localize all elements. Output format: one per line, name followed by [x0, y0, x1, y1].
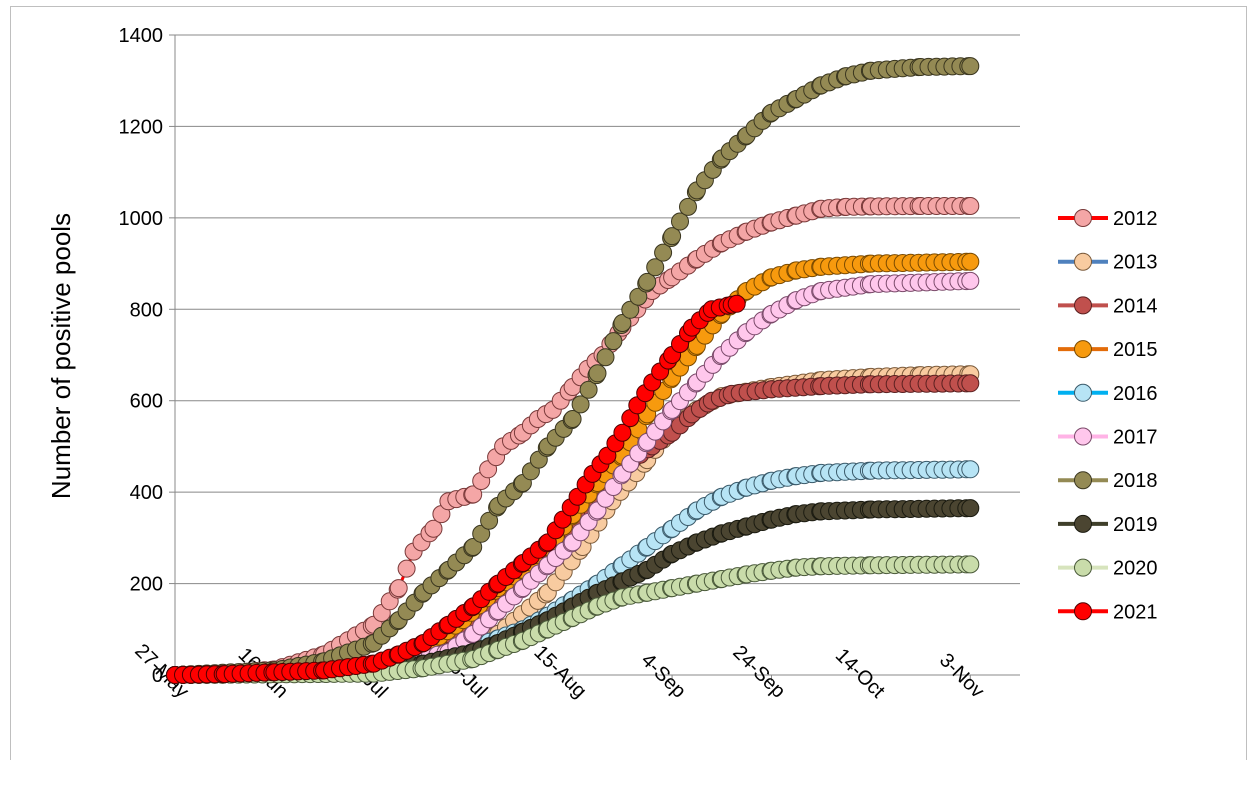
data-point: [604, 332, 623, 351]
data-point: [961, 555, 980, 574]
legend-item-2015: 2015: [1058, 339, 1158, 361]
x-tick-label: 4-Sep: [637, 649, 690, 702]
data-point: [472, 524, 491, 543]
data-point: [961, 271, 980, 290]
x-tick-label: 14-Oct: [831, 645, 889, 703]
data-point: [613, 423, 632, 442]
data-point: [961, 460, 980, 479]
data-point: [727, 294, 746, 313]
data-point: [571, 395, 590, 414]
series-2021: [166, 294, 746, 684]
data-point: [613, 314, 632, 332]
legend-marker: [1074, 558, 1092, 577]
legend-label: 2013: [1113, 252, 1158, 274]
legend-label: 2018: [1113, 470, 1158, 492]
legend-label: 2016: [1113, 383, 1158, 405]
legend-item-2017: 2017: [1058, 427, 1158, 449]
legend-item-2014: 2014: [1058, 295, 1158, 317]
data-point: [596, 348, 615, 367]
data-point: [961, 252, 980, 271]
y-axis-label: Number of positive pools: [46, 213, 76, 499]
data-point: [464, 485, 483, 504]
legend-marker: [1074, 252, 1092, 271]
legend-marker: [1074, 383, 1092, 402]
y-tick-label: 800: [130, 299, 163, 321]
data-point: [679, 197, 697, 216]
legend-label: 2012: [1113, 208, 1158, 230]
y-tick-label: 400: [130, 482, 163, 504]
legend-item-2013: 2013: [1058, 252, 1158, 274]
chart-frame: [10, 6, 1247, 760]
legend-label: 2021: [1113, 601, 1158, 623]
legend-item-2016: 2016: [1058, 383, 1158, 405]
data-point: [621, 300, 640, 319]
legend-label: 2019: [1113, 514, 1158, 536]
y-tick-label: 0: [152, 665, 163, 687]
data-point: [671, 212, 689, 231]
legend-marker: [1074, 340, 1092, 359]
data-point: [464, 538, 483, 556]
legend-marker: [1074, 427, 1092, 446]
x-tick-label: 24-Sep: [728, 641, 789, 702]
legend-label: 2015: [1113, 339, 1158, 361]
data-point: [579, 380, 598, 399]
x-tick-label: 3-Nov: [935, 649, 988, 702]
data-point: [629, 287, 648, 306]
legend: 2012 2013 2014 2015 2016 2017 2018 2019 2020 2021: [1058, 208, 1158, 623]
legend-marker: [1074, 602, 1092, 621]
data-point: [397, 559, 416, 578]
data-point: [646, 258, 665, 277]
legend-label: 2017: [1113, 427, 1158, 449]
data-point: [563, 410, 582, 428]
y-tick-label: 200: [130, 574, 163, 596]
data-point: [654, 243, 673, 262]
legend-item-2019: 2019: [1058, 514, 1158, 536]
y-tick-label: 1400: [119, 25, 164, 47]
data-point: [961, 197, 980, 215]
y-tick-label: 600: [130, 391, 163, 413]
data-point: [424, 519, 443, 538]
data-point: [389, 579, 408, 598]
legend-item-2021: 2021: [1058, 601, 1158, 623]
y-tick-label: 1000: [119, 208, 164, 230]
legend-marker: [1074, 514, 1092, 533]
legend-label: 2020: [1113, 558, 1158, 580]
data-point: [961, 374, 980, 393]
legend-item-2020: 2020: [1058, 558, 1158, 580]
data-point: [961, 57, 980, 76]
legend-item-2018: 2018: [1058, 470, 1158, 492]
legend-marker: [1074, 471, 1092, 490]
data-point: [480, 511, 499, 530]
legend-marker: [1074, 209, 1092, 227]
data-point: [663, 227, 682, 246]
data-point: [638, 272, 657, 291]
series-group: [166, 57, 980, 684]
data-point: [588, 364, 607, 383]
data-point: [961, 499, 980, 518]
legend-item-2012: 2012: [1058, 208, 1158, 230]
legend-marker: [1074, 296, 1092, 315]
x-tick-label: 15-Aug: [530, 641, 591, 702]
legend-label: 2014: [1113, 295, 1158, 317]
y-tick-label: 1200: [119, 116, 164, 138]
